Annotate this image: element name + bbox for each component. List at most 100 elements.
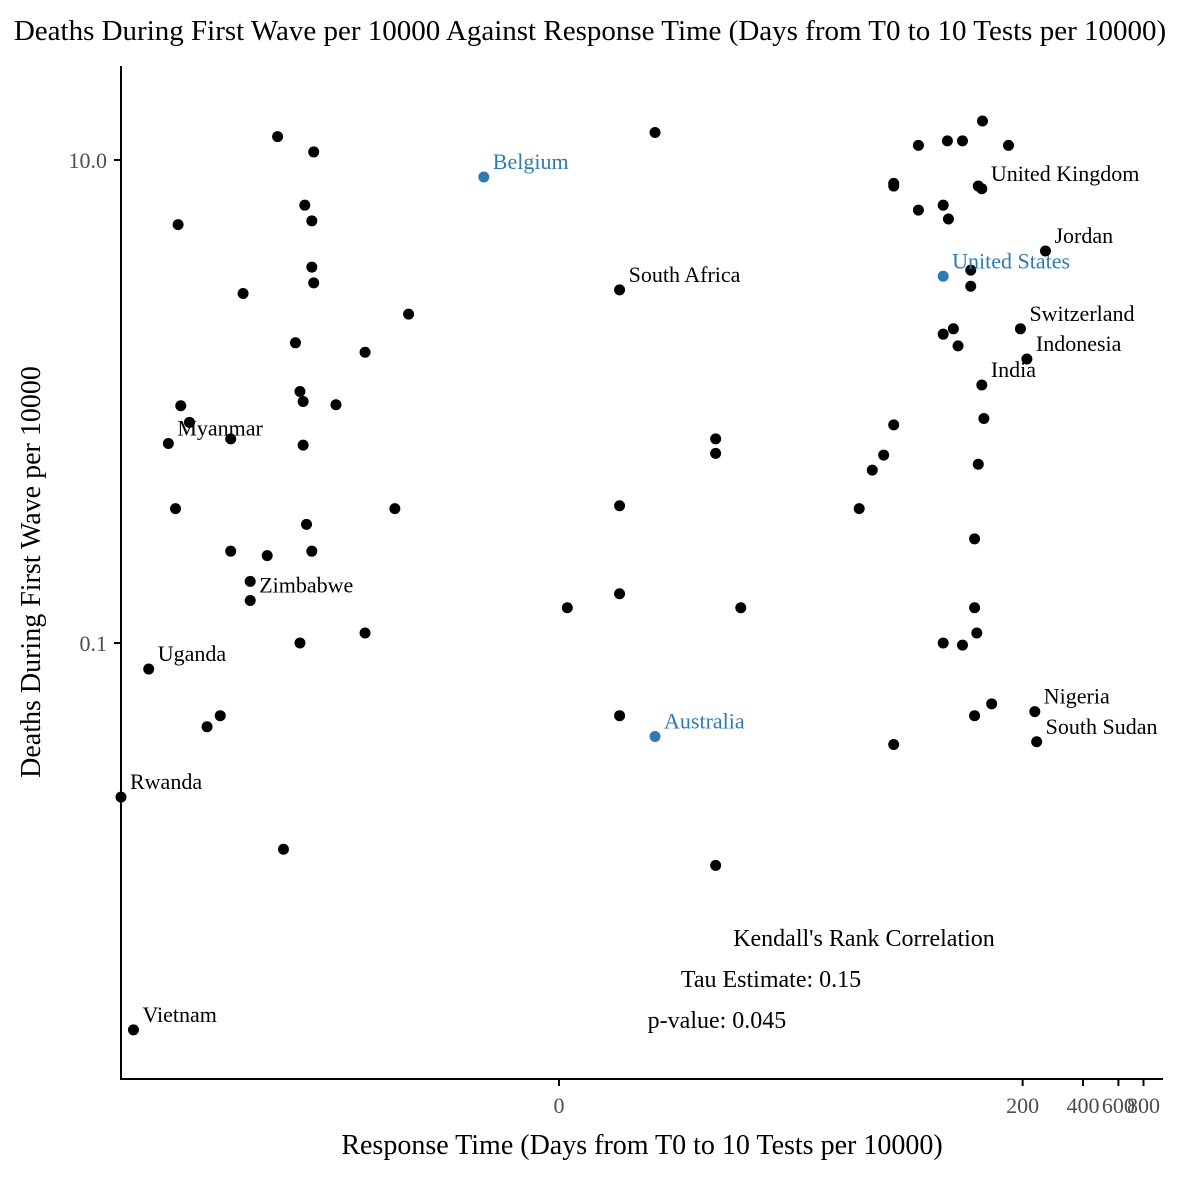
point-label: Belgium [493, 149, 569, 174]
data-points [115, 115, 1051, 1036]
data-point [244, 575, 256, 587]
data-point [294, 637, 306, 649]
data-point [297, 439, 309, 451]
data-point [710, 433, 722, 445]
data-point [359, 346, 371, 358]
data-point [1021, 353, 1033, 365]
point-label: United Kingdom [991, 161, 1140, 186]
data-point [214, 710, 226, 722]
y-axis-title: Deaths During First Wave per 10000 [16, 366, 47, 778]
data-point [649, 126, 661, 138]
data-point [969, 710, 981, 722]
data-point [1014, 323, 1026, 335]
point-label: Jordan [1054, 223, 1113, 248]
data-point [986, 698, 998, 710]
data-point [1029, 706, 1041, 718]
data-point [127, 1024, 139, 1036]
data-point [330, 399, 342, 411]
data-point [261, 550, 273, 562]
data-point [175, 400, 187, 412]
data-point [956, 639, 968, 651]
data-point [478, 171, 490, 183]
data-point [977, 115, 989, 127]
data-point [956, 135, 968, 147]
point-label: Myanmar [177, 416, 263, 441]
axes [120, 66, 1163, 1080]
data-point [183, 416, 195, 428]
data-point [1031, 736, 1043, 748]
point-label: South Africa [629, 262, 741, 287]
data-point [306, 545, 318, 557]
data-point [172, 219, 184, 231]
data-point [888, 419, 900, 431]
data-point [965, 280, 977, 292]
point-label: United States [952, 248, 1070, 273]
annotation-heading: Kendall's Rank Correlation [733, 926, 995, 952]
point-labels: Vietnam Rwanda Uganda Zimbabwe Myanmar Belgiu… [130, 149, 1158, 1027]
data-point [649, 731, 661, 743]
point-label: Uganda [158, 641, 227, 666]
y-tick-label: 10.0 [69, 148, 108, 173]
data-point [965, 264, 977, 276]
data-point [225, 433, 237, 445]
x-tick-label: 200 [1006, 1093, 1039, 1118]
data-point [976, 379, 988, 391]
data-point [389, 503, 401, 515]
x-tick-label: 600 [1102, 1093, 1135, 1118]
point-label: Zimbabwe [259, 572, 353, 597]
data-point [614, 500, 626, 512]
data-point [115, 791, 127, 803]
data-point [888, 180, 900, 192]
data-point [972, 180, 984, 192]
data-point [244, 594, 256, 606]
data-point [308, 277, 320, 289]
data-point [403, 308, 415, 320]
data-point [952, 340, 964, 352]
data-point [170, 503, 182, 515]
data-point [853, 503, 865, 515]
data-point [272, 131, 284, 143]
chart-title: Deaths During First Wave per 10000 Again… [14, 15, 1166, 47]
data-point [937, 270, 949, 282]
data-point [947, 323, 959, 335]
correlation-annotation: Kendall's Rank Correlation Tau Estimate:… [648, 926, 995, 1034]
data-point [937, 328, 949, 340]
point-label: India [991, 357, 1036, 382]
point-label: Rwanda [130, 769, 202, 794]
point-label: Switzerland [1029, 301, 1134, 326]
point-label: Vietnam [142, 1002, 216, 1027]
data-point [614, 710, 626, 722]
x-axis-title: Response Time (Days from T0 to 10 Tests … [341, 1130, 942, 1161]
annotation-pvalue: p-value: 0.045 [648, 1008, 787, 1034]
x-tick-label: 400 [1067, 1093, 1100, 1118]
y-tick-label: 0.1 [80, 631, 108, 656]
data-point [299, 199, 311, 211]
data-point [912, 204, 924, 216]
data-point [942, 213, 954, 225]
data-point [971, 627, 983, 639]
data-point [237, 288, 249, 300]
y-ticks: 10.0 0.1 [69, 148, 121, 656]
data-point [201, 721, 213, 733]
data-point [561, 602, 573, 614]
data-point [277, 843, 289, 855]
data-point [162, 438, 174, 450]
point-label: Indonesia [1036, 331, 1122, 356]
data-point [143, 663, 155, 675]
data-point [300, 518, 312, 530]
point-label: Nigeria [1044, 684, 1110, 709]
data-point [969, 533, 981, 545]
data-point [941, 135, 953, 147]
data-point [308, 146, 320, 158]
point-label: Australia [664, 709, 745, 734]
data-point [225, 545, 237, 557]
data-point [306, 261, 318, 273]
data-point [297, 396, 309, 407]
data-point [710, 447, 722, 459]
data-point [937, 637, 949, 649]
data-point [306, 215, 318, 227]
data-point [888, 738, 900, 750]
data-point [878, 449, 890, 461]
